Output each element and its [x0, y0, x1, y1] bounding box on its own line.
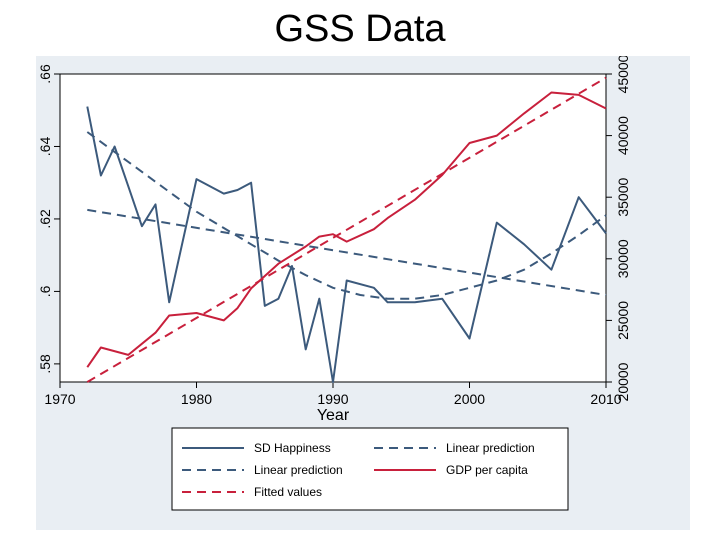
y-right-tick-label: 20000	[615, 362, 631, 401]
y-left-tick-label: .66	[37, 64, 53, 84]
legend-box	[171, 427, 569, 511]
legend-label-4: GDP per capita	[446, 463, 528, 477]
y-right-tick-label: 35000	[615, 178, 631, 217]
y-left-tick-label: .62	[37, 209, 53, 229]
series-line-4	[86, 91, 607, 368]
legend-label-1: SD Happiness	[254, 441, 331, 455]
y-right-tick-label: 30000	[615, 239, 631, 278]
series-line-1	[86, 106, 607, 383]
x-tick-label: 1970	[44, 391, 75, 407]
series-line-3	[86, 131, 607, 300]
x-tick-label: 1990	[317, 391, 348, 407]
y-left-tick-label: .58	[37, 354, 53, 374]
legend-label-5: Fitted values	[254, 485, 322, 499]
x-tick-label: 2010	[590, 391, 621, 407]
y-right-tick-label: 45000	[615, 56, 631, 93]
legend-label-3: Linear prediction	[254, 463, 343, 477]
x-tick-label: 1980	[181, 391, 212, 407]
series-line-2	[87, 208, 607, 296]
x-tick-label: 2000	[454, 391, 485, 407]
legend-label-2: Linear prediction	[446, 441, 535, 455]
series-line-5	[86, 76, 607, 383]
y-right-tick-label: 25000	[615, 301, 631, 340]
plot-area	[59, 73, 607, 383]
slide-title: GSS Data	[274, 8, 446, 50]
y-left-tick-label: .64	[37, 137, 53, 157]
y-right-tick-label: 40000	[615, 116, 631, 155]
y-left-tick-label: .6	[37, 285, 53, 297]
chart-panel: 1970 1980 1990 2000 2010 Year .58 .6 .62 .64 .66 20…	[36, 54, 690, 530]
chart: 1970 1980 1990 2000 2010 Year .58 .6 .62 .64 .66 20…	[36, 54, 690, 530]
x-axis-label: Year	[317, 407, 350, 424]
